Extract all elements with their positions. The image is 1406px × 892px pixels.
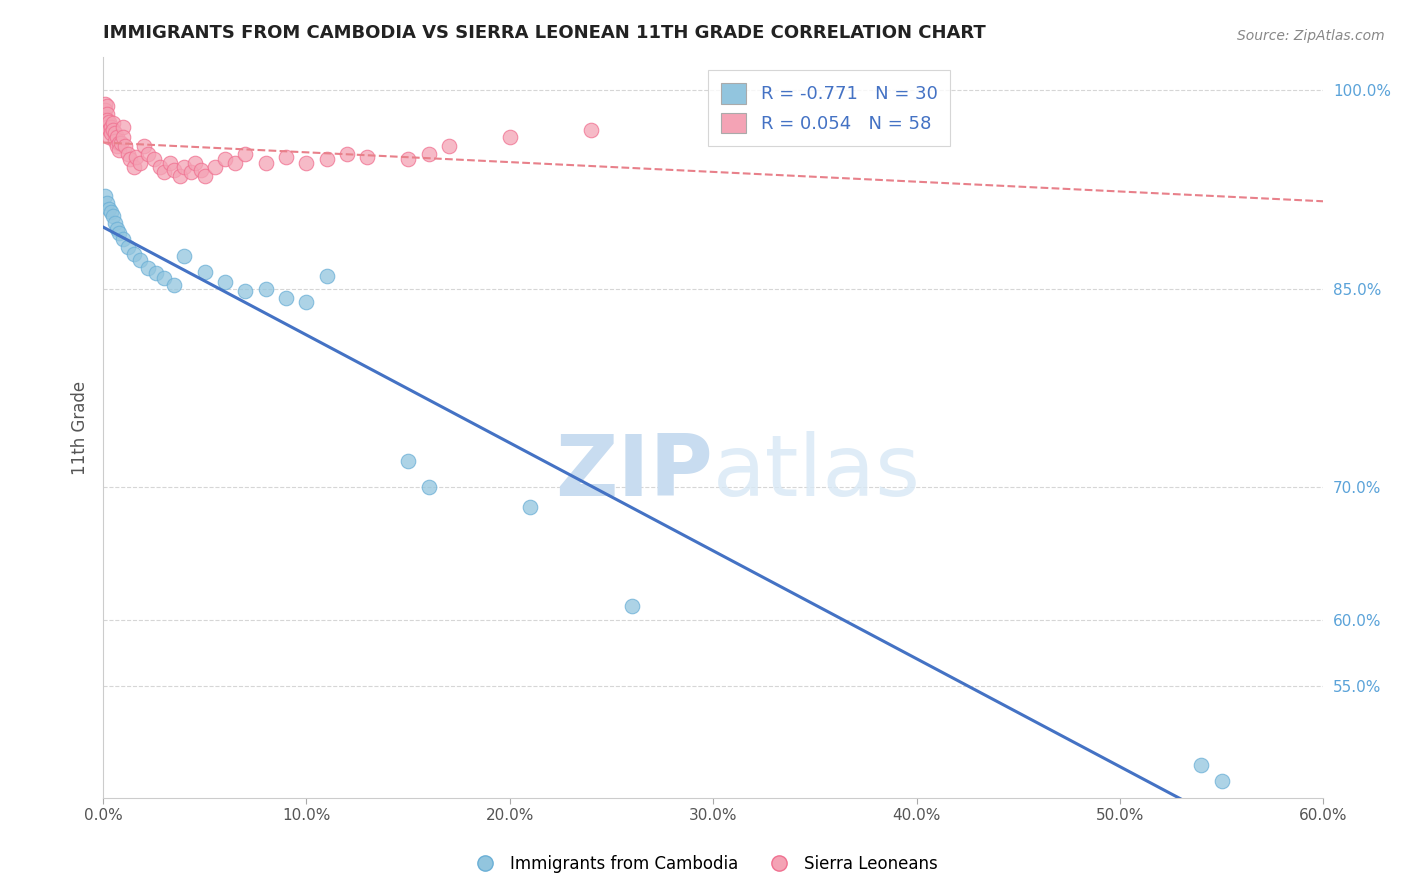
Point (96, 195, 118, 210)
Point (108, 136, 131, 151)
Point (143, 152, 166, 166)
Point (103, 123, 125, 137)
Point (214, 275, 236, 289)
Point (108, 143, 131, 157)
Point (105, 139, 128, 153)
Point (153, 165, 176, 179)
Point (112, 231, 135, 245)
Point (183, 156, 205, 170)
Point (105, 129, 128, 144)
Point (96, 120, 118, 135)
Point (396, 454, 419, 468)
Point (163, 162, 186, 177)
Point (98, 123, 121, 137)
Legend: Immigrants from Cambodia, Sierra Leoneans: Immigrants from Cambodia, Sierra Leonean… (461, 848, 945, 880)
Point (110, 136, 132, 151)
Point (94, 110, 117, 124)
Point (499, 129, 522, 144)
Point (620, 599, 643, 614)
Point (276, 150, 298, 164)
Point (295, 156, 318, 170)
Point (254, 156, 277, 170)
Point (214, 152, 236, 166)
Point (98, 115, 121, 129)
Point (94, 189, 117, 203)
Point (122, 160, 145, 174)
Point (103, 209, 125, 223)
Point (104, 126, 127, 140)
Point (117, 147, 139, 161)
Point (173, 249, 195, 263)
Point (105, 222, 128, 236)
Point (437, 139, 460, 153)
Point (356, 150, 378, 164)
Point (104, 134, 127, 148)
Point (128, 252, 150, 267)
Point (276, 291, 298, 305)
Point (149, 160, 172, 174)
Point (519, 500, 541, 514)
Point (224, 156, 246, 170)
Point (295, 295, 318, 310)
Point (235, 147, 257, 161)
Point (579, 123, 602, 137)
Point (159, 156, 181, 170)
Point (122, 247, 145, 261)
Point (104, 216, 127, 230)
Point (124, 150, 146, 164)
Point (194, 169, 217, 184)
Text: ZIP: ZIP (555, 431, 713, 514)
Point (94, 116, 117, 130)
Point (163, 277, 186, 292)
Point (132, 139, 155, 153)
Point (315, 268, 337, 283)
Point (112, 129, 135, 144)
Text: atlas: atlas (713, 431, 921, 514)
Text: Source: ZipAtlas.com: Source: ZipAtlas.com (1237, 29, 1385, 44)
Point (94, 103, 117, 118)
Point (169, 169, 191, 184)
Point (190, 162, 212, 177)
Point (180, 165, 202, 179)
Y-axis label: 11th Grade: 11th Grade (72, 381, 89, 475)
Point (235, 285, 257, 299)
Point (108, 227, 131, 241)
Point (1189, 758, 1212, 772)
Point (173, 160, 195, 174)
Legend: R = -0.771   N = 30, R = 0.054   N = 58: R = -0.771 N = 30, R = 0.054 N = 58 (709, 70, 950, 146)
Point (336, 147, 359, 161)
Point (254, 282, 277, 296)
Point (98, 129, 121, 144)
Point (114, 139, 136, 153)
Point (418, 480, 440, 494)
Point (153, 271, 176, 285)
Point (96, 99, 118, 113)
Point (204, 160, 226, 174)
Point (418, 147, 440, 161)
Point (98, 202, 121, 217)
Point (145, 266, 167, 280)
Point (194, 265, 217, 279)
Point (96, 107, 118, 121)
Point (100, 120, 122, 135)
Point (128, 156, 150, 170)
Point (118, 152, 141, 166)
Point (94, 96, 117, 111)
Point (117, 239, 139, 253)
Point (103, 116, 125, 130)
Point (100, 205, 122, 219)
Point (315, 152, 337, 166)
Point (96, 112, 118, 127)
Point (136, 260, 159, 275)
Point (136, 147, 159, 161)
Text: IMMIGRANTS FROM CAMBODIA VS SIERRA LEONEAN 11TH GRADE CORRELATION CHART: IMMIGRANTS FROM CAMBODIA VS SIERRA LEONE… (103, 24, 986, 42)
Point (112, 120, 135, 135)
Point (396, 152, 419, 166)
Point (100, 126, 122, 140)
Point (1211, 773, 1233, 788)
